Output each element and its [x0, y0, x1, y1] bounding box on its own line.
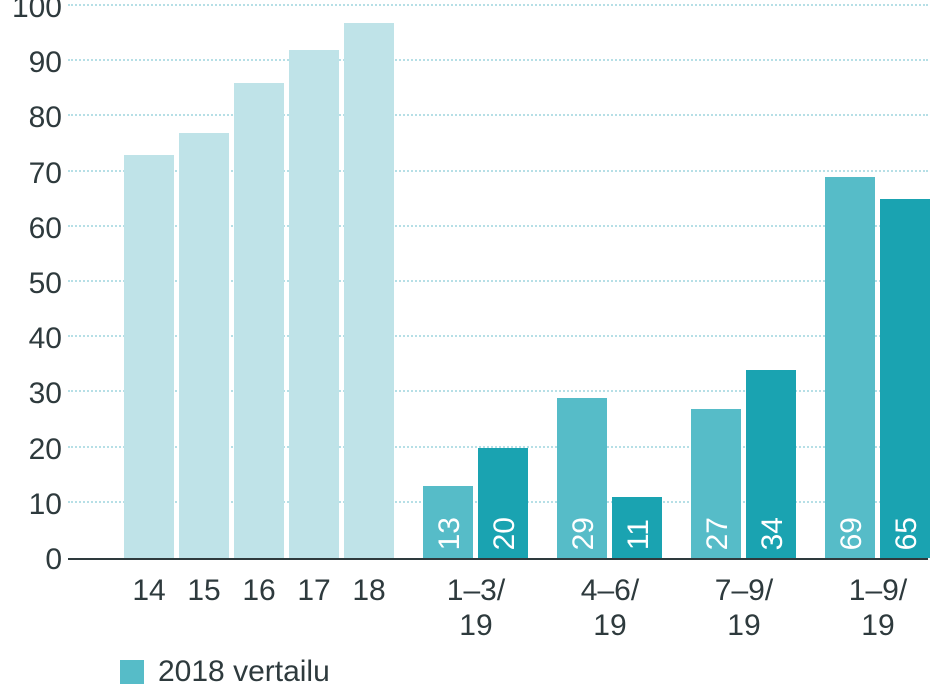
- bar-10: 34: [746, 370, 796, 558]
- ytick-40: 40: [6, 324, 62, 354]
- xticks: 14 15 16 17 18 1–3/ 19 4–6/ 19 7–9/ 19 1–9/ 19: [68, 566, 928, 646]
- bar-7: 29: [557, 398, 607, 558]
- ytick-30: 30: [6, 379, 62, 409]
- xtick-6: 4–6/ 19: [581, 574, 639, 643]
- ytick-70: 70: [6, 159, 62, 189]
- bar-chart: 0 10 20 30 40 50 60 70 80 90 100 1320291…: [0, 0, 944, 693]
- bar-label: 34: [756, 517, 790, 550]
- bar-8: 11: [612, 497, 662, 558]
- bar-label: 27: [701, 517, 735, 550]
- legend-swatch: [120, 660, 144, 684]
- bar-9: 27: [691, 409, 741, 558]
- bar-11: 69: [825, 177, 875, 558]
- ytick-10: 10: [6, 490, 62, 520]
- xtick-4: 18: [352, 574, 385, 609]
- bar-0: [124, 155, 174, 558]
- ytick-100: 100: [6, 0, 62, 23]
- bar-label: 69: [835, 517, 869, 550]
- xtick-7: 7–9/ 19: [715, 574, 773, 643]
- ytick-80: 80: [6, 103, 62, 133]
- bar-4: [344, 23, 394, 558]
- ytick-50: 50: [6, 269, 62, 299]
- xtick-3: 17: [297, 574, 330, 609]
- ytick-60: 60: [6, 214, 62, 244]
- bar-label: 29: [567, 517, 601, 550]
- bar-2: [234, 83, 284, 558]
- ytick-0: 0: [6, 545, 62, 575]
- bars: 13 20 29 11 27 34 69 65: [68, 8, 928, 558]
- bar-6: 20: [478, 448, 528, 558]
- ytick-20: 20: [6, 435, 62, 465]
- bar-label: 13: [433, 517, 467, 550]
- xtick-2: 16: [242, 574, 275, 609]
- xtick-1: 15: [187, 574, 220, 609]
- bar-label: 11: [622, 519, 656, 550]
- grid-line: [68, 4, 928, 6]
- bar-5: 13: [423, 486, 473, 558]
- bar-3: [289, 50, 339, 558]
- xtick-8: 1–9/ 19: [849, 574, 907, 643]
- legend-label: 2018 vertailu: [158, 655, 330, 689]
- xtick-0: 14: [132, 574, 165, 609]
- bar-label: 65: [890, 517, 924, 550]
- ytick-90: 90: [6, 48, 62, 78]
- plot-area: 13 20 29 11 27 34 69 65: [68, 8, 928, 560]
- bar-1: [179, 133, 229, 558]
- xtick-5: 1–3/ 19: [447, 574, 505, 643]
- legend: 2018 vertailu: [120, 655, 330, 689]
- bar-label: 20: [488, 517, 522, 550]
- bar-12: 65: [880, 199, 930, 558]
